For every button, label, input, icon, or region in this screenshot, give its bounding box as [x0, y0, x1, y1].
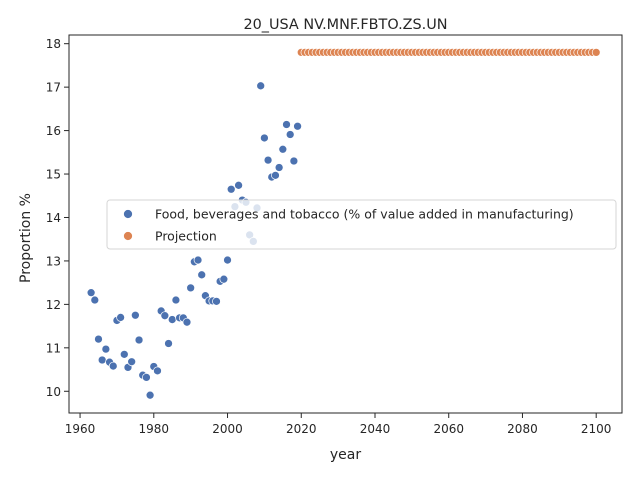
legend-label: Food, beverages and tobacco (% of value … [155, 207, 574, 222]
data-point [164, 339, 173, 348]
data-point [182, 317, 192, 327]
legend: Food, beverages and tobacco (% of value … [106, 199, 617, 250]
data-point [101, 344, 111, 354]
data-point [94, 334, 103, 344]
y-tick-label: 12 [46, 298, 61, 312]
legend-box [106, 199, 617, 250]
x-tick-label: 2060 [433, 422, 464, 436]
y-tick-label: 10 [46, 385, 61, 399]
data-point [234, 180, 243, 190]
data-point [289, 156, 299, 166]
x-tick-label: 1980 [139, 422, 170, 436]
x-tick-label: 2020 [286, 422, 317, 436]
y-tick-label: 17 [46, 81, 61, 95]
y-tick-label: 16 [46, 124, 61, 138]
data-point [278, 144, 288, 154]
data-point [97, 355, 107, 365]
y-tick-label: 14 [46, 211, 61, 225]
data-point [197, 270, 207, 280]
data-point [271, 170, 280, 180]
data-point [134, 335, 144, 345]
data-point [219, 274, 229, 284]
legend-marker [123, 209, 133, 219]
data-point [171, 295, 181, 305]
x-tick-label: 1960 [65, 422, 96, 436]
chart-title: 20_USA NV.MNF.FBTO.ZS.UN [243, 17, 447, 33]
data-point [223, 255, 232, 265]
data-point [212, 296, 221, 306]
data-point [263, 155, 273, 165]
data-point [274, 163, 284, 172]
data-point [86, 288, 96, 297]
data-point [167, 315, 177, 324]
y-tick-label: 15 [46, 168, 61, 182]
x-tick-label: 2100 [581, 422, 612, 436]
data-point [193, 255, 203, 265]
data-point [116, 313, 125, 322]
data-point [256, 81, 266, 91]
data-point [282, 120, 291, 129]
x-tick-label: 2000 [212, 422, 243, 436]
data-point [127, 357, 137, 367]
data-point [160, 311, 170, 321]
legend-label: Projection [155, 229, 217, 244]
data-point [142, 373, 151, 382]
y-axis-label: Proportion % [18, 193, 34, 283]
data-point [145, 390, 155, 400]
legend-marker [123, 231, 133, 241]
x-tick-label: 2040 [360, 422, 391, 436]
projection-point [591, 48, 601, 57]
data-point [226, 184, 236, 194]
axis-ticks: 1960 1980 2000 2020 2040 2060 2080 2100 10 11 12 13… [46, 37, 612, 436]
data-point [285, 130, 295, 139]
x-tick-label: 2080 [507, 422, 538, 436]
data-point [186, 283, 196, 293]
data-point [131, 310, 140, 320]
data-point [260, 133, 269, 143]
plot-frame [68, 34, 623, 414]
y-axis-label-group: Proportion % [18, 193, 34, 283]
data-point [119, 349, 129, 359]
data-point [153, 366, 162, 376]
data-point [90, 295, 100, 305]
y-tick-label: 18 [46, 37, 61, 51]
data-point [293, 121, 302, 131]
data-point [108, 361, 118, 371]
y-tick-label: 11 [46, 341, 61, 355]
x-axis-label: year [330, 447, 361, 463]
y-tick-label: 13 [46, 254, 61, 268]
